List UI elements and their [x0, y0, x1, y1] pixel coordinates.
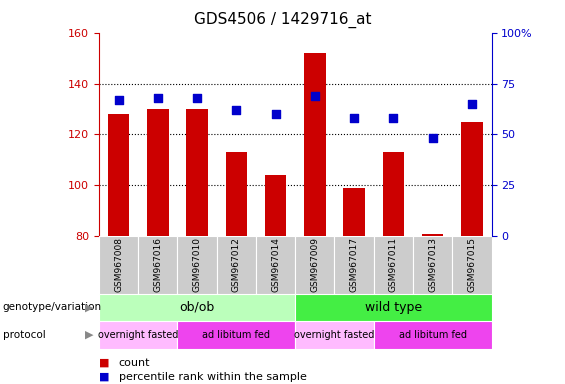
- Bar: [295, 321, 374, 349]
- Text: overnight fasted: overnight fasted: [98, 330, 179, 340]
- Bar: [295, 294, 492, 321]
- Text: ob/ob: ob/ob: [180, 301, 215, 314]
- Bar: [177, 321, 295, 349]
- Bar: [177, 236, 217, 294]
- Bar: [265, 175, 286, 236]
- Text: percentile rank within the sample: percentile rank within the sample: [119, 372, 307, 382]
- Point: [114, 97, 123, 103]
- Text: wild type: wild type: [365, 301, 422, 314]
- Bar: [108, 114, 129, 236]
- Text: overnight fasted: overnight fasted: [294, 330, 375, 340]
- Bar: [344, 188, 365, 236]
- Point: [271, 111, 280, 117]
- Text: ▶: ▶: [85, 330, 93, 340]
- Text: ad libitum fed: ad libitum fed: [202, 330, 270, 340]
- Point: [153, 95, 162, 101]
- Bar: [304, 53, 325, 236]
- Text: count: count: [119, 358, 150, 368]
- Bar: [99, 236, 138, 294]
- Bar: [225, 152, 247, 236]
- Text: GSM967010: GSM967010: [193, 237, 202, 293]
- Point: [389, 115, 398, 121]
- Text: GSM967009: GSM967009: [310, 237, 319, 293]
- Bar: [383, 152, 404, 236]
- Text: ■: ■: [99, 358, 110, 368]
- Bar: [453, 236, 492, 294]
- Text: GSM967013: GSM967013: [428, 237, 437, 293]
- Text: ▶: ▶: [85, 302, 93, 312]
- Bar: [461, 122, 483, 236]
- Bar: [334, 236, 374, 294]
- Point: [467, 101, 476, 107]
- Point: [310, 93, 319, 99]
- Point: [350, 115, 359, 121]
- Bar: [413, 236, 453, 294]
- Point: [428, 136, 437, 142]
- Bar: [217, 236, 256, 294]
- Bar: [256, 236, 295, 294]
- Text: GDS4506 / 1429716_at: GDS4506 / 1429716_at: [194, 12, 371, 28]
- Text: genotype/variation: genotype/variation: [3, 302, 102, 312]
- Text: ad libitum fed: ad libitum fed: [399, 330, 467, 340]
- Bar: [422, 233, 444, 236]
- Text: GSM967012: GSM967012: [232, 238, 241, 292]
- Text: GSM967014: GSM967014: [271, 238, 280, 292]
- Bar: [374, 236, 413, 294]
- Bar: [186, 109, 208, 236]
- Bar: [147, 109, 168, 236]
- Bar: [374, 321, 492, 349]
- Bar: [99, 294, 295, 321]
- Bar: [99, 321, 177, 349]
- Point: [193, 95, 202, 101]
- Text: GSM967017: GSM967017: [350, 237, 359, 293]
- Text: GSM967015: GSM967015: [467, 237, 476, 293]
- Text: GSM967016: GSM967016: [153, 237, 162, 293]
- Point: [232, 107, 241, 113]
- Text: GSM967011: GSM967011: [389, 237, 398, 293]
- Text: protocol: protocol: [3, 330, 46, 340]
- Text: ■: ■: [99, 372, 110, 382]
- Bar: [138, 236, 177, 294]
- Bar: [295, 236, 334, 294]
- Text: GSM967008: GSM967008: [114, 237, 123, 293]
